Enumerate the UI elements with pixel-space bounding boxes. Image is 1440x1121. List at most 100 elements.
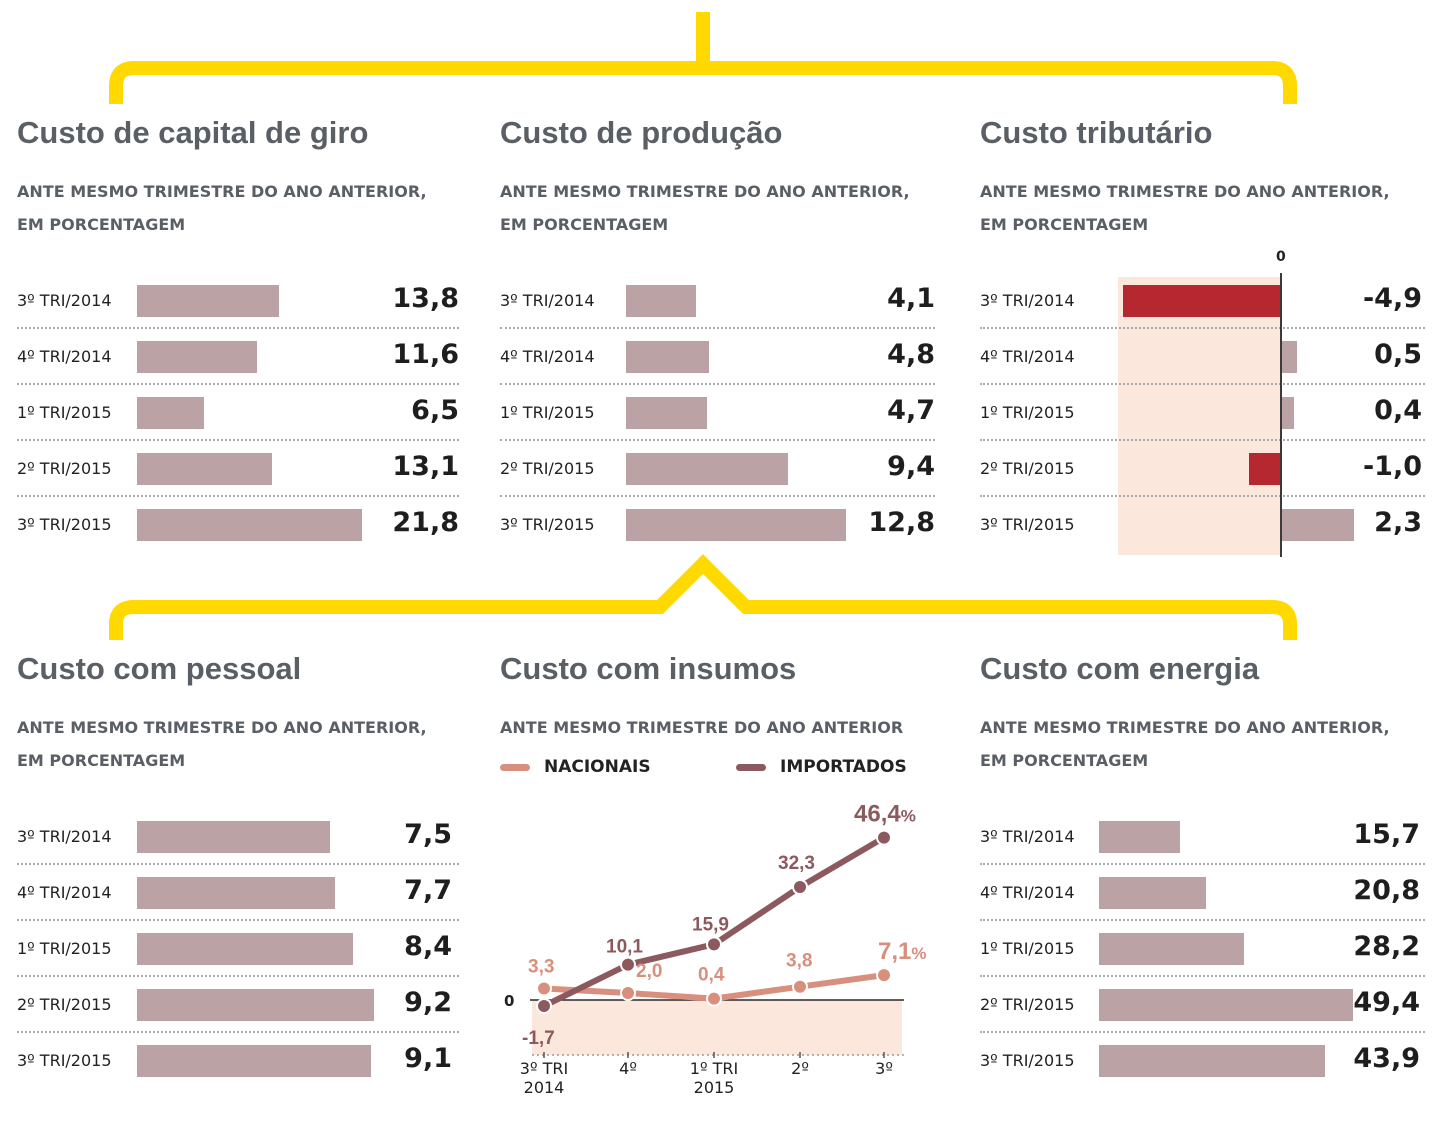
bar	[137, 821, 331, 853]
unit-label: %	[901, 807, 916, 826]
bar	[137, 397, 205, 429]
x-tick-label: 2014	[524, 1078, 565, 1097]
bar-row: 3º TRI/2015 9,1	[17, 1033, 459, 1089]
nacionais-point	[792, 978, 808, 995]
value-label: 20,8	[1353, 875, 1420, 906]
panel-subtitle: ANTE MESMO TRIMESTRE DO ANO ANTERIOR, EM…	[980, 182, 1390, 234]
nacionais-value-label: 3,3	[528, 956, 554, 977]
category-label: 3º TRI/2015	[980, 515, 1075, 534]
value-label: 9,1	[404, 1043, 452, 1074]
x-tick-label: 1º TRI	[690, 1059, 738, 1078]
importados-point	[876, 829, 892, 846]
value-label: 13,8	[392, 283, 459, 314]
nacionais-value-label: 3,8	[786, 951, 812, 972]
legend-nacionais: NACIONAIS	[500, 757, 651, 777]
value-label: 13,1	[392, 451, 459, 482]
bar-row: 3º TRI/2014 15,7	[980, 809, 1425, 865]
value-label: 11,6	[392, 339, 459, 370]
negative-range-shade	[532, 1000, 902, 1055]
value-label: 21,8	[392, 507, 459, 538]
panel-title: Custo tributário	[980, 115, 1213, 150]
category-label: 1º TRI/2015	[980, 939, 1075, 958]
category-label: 4º TRI/2014	[980, 883, 1075, 902]
importados-point	[536, 997, 552, 1014]
category-label: 2º TRI/2015	[500, 459, 595, 478]
panel-capital-de-giro: Custo de capital de giro ANTE MESMO TRIM…	[17, 115, 477, 585]
zero-label: 0	[504, 992, 514, 1010]
bar	[1099, 1045, 1325, 1077]
panel-subtitle: ANTE MESMO TRIMESTRE DO ANO ANTERIOR, EM…	[17, 182, 427, 234]
category-label: 3º TRI/2015	[17, 1051, 112, 1070]
category-label: 4º TRI/2014	[500, 347, 595, 366]
nacionais-point	[876, 967, 892, 984]
bar-row: 3º TRI/2015 12,8	[500, 497, 935, 553]
bar-row: 3º TRI/2014 13,8	[17, 273, 459, 329]
panel-title: Custo de capital de giro	[17, 115, 369, 150]
panel-insumos: Custo com insumos ANTE MESMO TRIMESTRE D…	[500, 651, 960, 1110]
bar-row: 4º TRI/2014 11,6	[17, 329, 459, 385]
panel-producao: Custo de produção ANTE MESMO TRIMESTRE D…	[500, 115, 960, 585]
bar-row: 4º TRI/2014 4,8	[500, 329, 935, 385]
nacionais-value-label: 0,4	[698, 965, 725, 986]
category-label: 3º TRI/2015	[980, 1051, 1075, 1070]
importados-value-label: 32,3	[778, 853, 815, 874]
nacionais-point	[620, 985, 636, 1001]
value-label: 7,5	[404, 819, 452, 850]
unit-label: %	[911, 944, 926, 963]
bar	[1099, 989, 1353, 1021]
bar	[137, 509, 362, 541]
bar-row: 1º TRI/2015 28,2	[980, 921, 1425, 977]
value-label: 2,3	[1374, 507, 1422, 538]
category-label: 1º TRI/2015	[17, 403, 112, 422]
x-tick-label: 3º	[875, 1059, 893, 1078]
bar-row: 2º TRI/2015 49,4	[980, 977, 1425, 1033]
zero-label: 0	[1276, 249, 1286, 265]
panel-title: Custo com insumos	[500, 651, 797, 686]
category-label: 3º TRI/2014	[980, 291, 1075, 310]
category-label: 3º TRI/2015	[17, 515, 112, 534]
legend-nacionais-label: NACIONAIS	[544, 757, 651, 777]
bar	[626, 509, 846, 541]
bar	[1099, 933, 1244, 965]
bar	[1281, 509, 1354, 541]
value-label: 0,5	[1374, 339, 1422, 370]
panel-title: Custo com energia	[980, 651, 1260, 686]
bar	[137, 989, 374, 1021]
category-label: 2º TRI/2015	[980, 995, 1075, 1014]
importados-value-label: 10,1	[606, 937, 643, 958]
bar	[1248, 453, 1281, 485]
legend-importados: IMPORTADOS	[736, 757, 907, 777]
x-tick-label: 2015	[694, 1078, 735, 1097]
value-label: 12,8	[868, 507, 935, 538]
bar-row: 3º TRI/2014 -4,9	[980, 273, 1425, 329]
bar-row: 3º TRI/2014 7,5	[17, 809, 459, 865]
value-range-shade	[1118, 277, 1280, 555]
value-label: 7,7	[404, 875, 452, 906]
x-tick-label: 2º	[791, 1059, 809, 1078]
value-label: -1,0	[1362, 451, 1422, 482]
value-label: 0,4	[1374, 395, 1422, 426]
bar-row: 4º TRI/2014 0,5	[980, 329, 1425, 385]
bar	[137, 877, 336, 909]
panel-subtitle: ANTE MESMO TRIMESTRE DO ANO ANTERIOR, EM…	[17, 718, 427, 770]
value-label: -4,9	[1362, 283, 1422, 314]
legend-nacionais-swatch	[500, 763, 530, 771]
value-label: 4,8	[887, 339, 935, 370]
category-label: 3º TRI/2014	[17, 291, 112, 310]
bar-row: 3º TRI/2015 2,3	[980, 497, 1425, 553]
top-bracket-arm	[109, 61, 1297, 104]
category-label: 4º TRI/2014	[17, 883, 112, 902]
importados-point	[620, 956, 636, 973]
bar	[137, 1045, 372, 1077]
bar	[137, 285, 280, 317]
category-label: 4º TRI/2014	[17, 347, 112, 366]
panel-energia: Custo com energia ANTE MESMO TRIMESTRE D…	[980, 651, 1440, 1121]
importados-point	[792, 878, 808, 895]
bar-row: 2º TRI/2015 9,4	[500, 441, 935, 497]
bar	[1099, 821, 1180, 853]
category-label: 4º TRI/2014	[980, 347, 1075, 366]
category-label: 3º TRI/2014	[980, 827, 1075, 846]
nacionais-point	[536, 980, 552, 997]
bar-row: 1º TRI/2015 4,7	[500, 385, 935, 441]
